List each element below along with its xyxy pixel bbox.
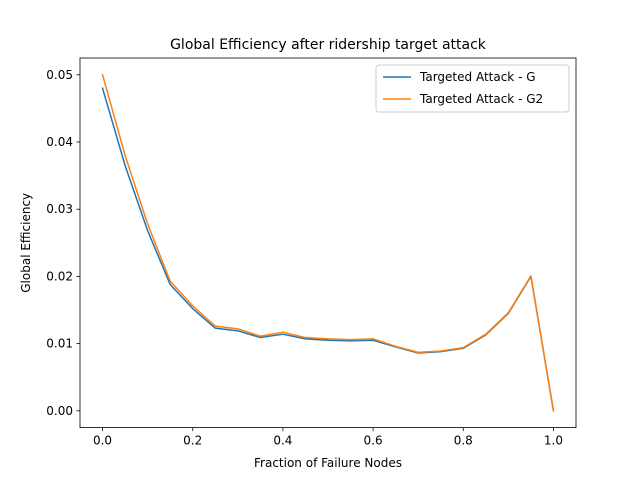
legend: Targeted Attack - G Targeted Attack - G2 [375,64,570,113]
y-axis-label: Global Efficiency [19,193,33,293]
x-tick-label: 1.0 [544,434,563,448]
y-tick-label: 0.03 [46,202,73,216]
plot-frame [79,57,577,429]
y-tick-label: 0.01 [46,337,73,351]
legend-box [375,64,570,113]
chart-title: Global Efficiency after ridership target… [170,37,487,53]
x-tick-label: 0.4 [273,434,292,448]
x-axis-label: Fraction of Failure Nodes [254,456,402,470]
y-tick-label: 0.05 [46,68,73,82]
y-tick-label: 0.02 [46,269,73,283]
y-tick-label: 0.04 [46,135,73,149]
legend-label-1: Targeted Attack - G [419,70,536,84]
x-tick-label: 0.0 [93,434,112,448]
x-tick-label: 0.6 [364,434,383,448]
y-tick-label: 0.00 [46,404,73,418]
series-line-2 [101,73,555,412]
x-tick-label: 0.8 [454,434,473,448]
legend-label-2: Targeted Attack - G2 [419,92,543,106]
y-axis: 0.00 0.01 0.02 0.03 0.04 0.05 [46,68,80,418]
x-tick-label: 0.2 [183,434,202,448]
plot-area [101,73,555,412]
x-axis: 0.0 0.2 0.4 0.6 0.8 1.0 [93,427,563,448]
